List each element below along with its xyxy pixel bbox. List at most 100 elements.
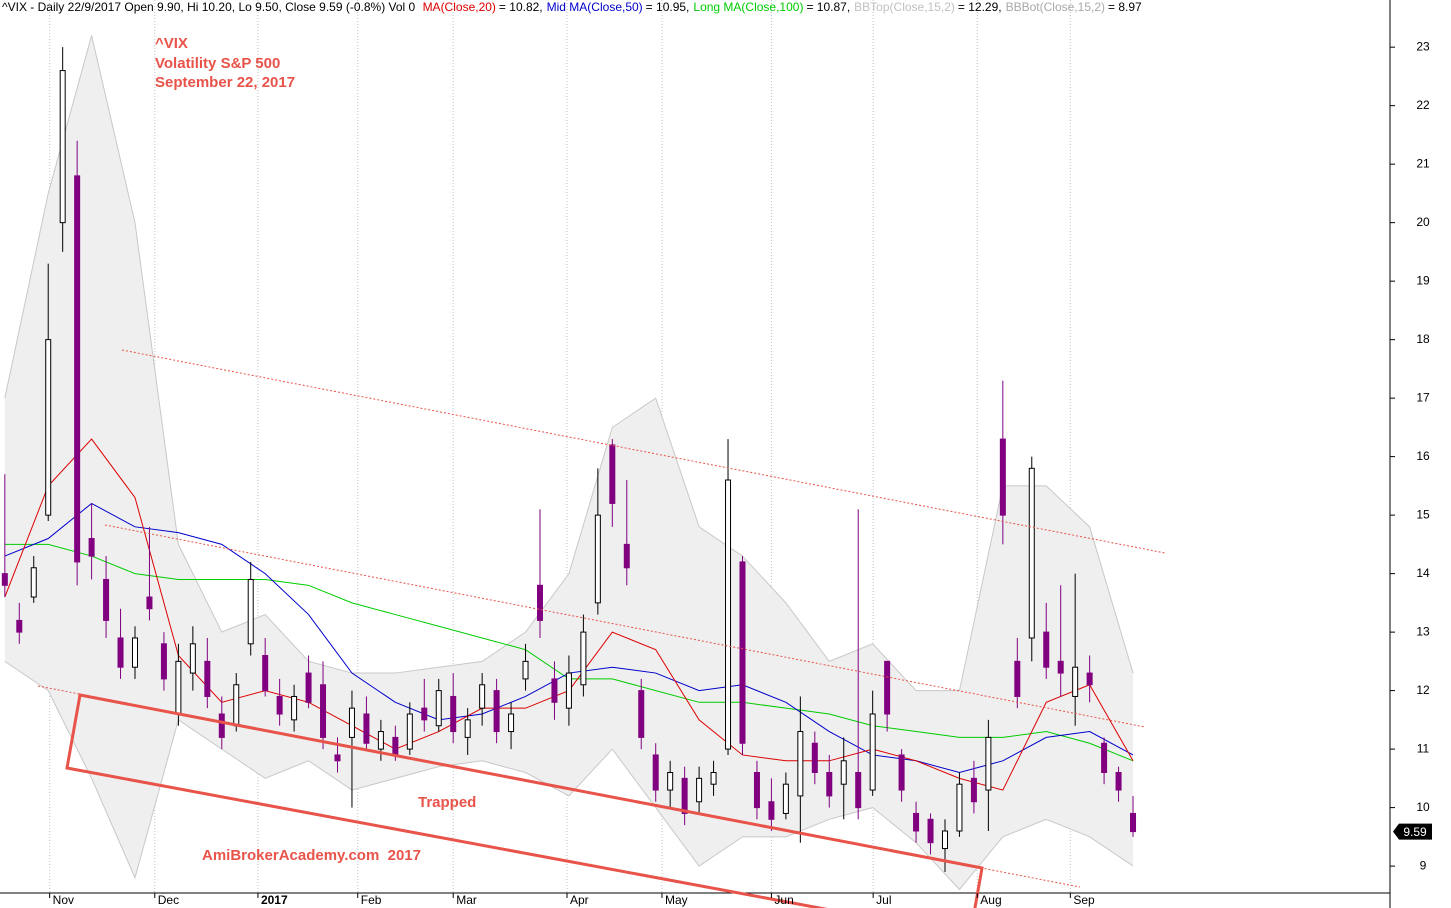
plot-layer — [1, 47, 1137, 872]
candle-body — [580, 631, 587, 686]
band-fill — [655, 398, 700, 867]
candle-body — [1014, 660, 1021, 697]
candle-body — [479, 684, 486, 709]
candle-body — [30, 567, 37, 598]
band-fill — [829, 643, 873, 820]
band-fill — [872, 643, 917, 843]
candle-body — [305, 672, 312, 703]
candle-body — [652, 754, 659, 791]
y-tick-label: 19 — [1416, 273, 1430, 287]
candle-body — [884, 660, 891, 715]
candle-body — [131, 637, 138, 668]
candle-body — [233, 684, 240, 727]
candle-body — [320, 684, 327, 738]
legend-entry: Long MA(Close,100) — [693, 0, 804, 14]
candle-body — [840, 760, 847, 785]
band-fill — [438, 661, 483, 767]
candle-body — [536, 584, 543, 621]
y-tick-label: 23 — [1416, 39, 1430, 53]
candle-body — [435, 690, 442, 727]
candle-body — [1043, 631, 1050, 668]
watermark: AmiBrokerAcademy.com 2017 — [202, 847, 421, 864]
x-tick-label: Feb — [361, 893, 382, 907]
legend-value: = 12.29, — [957, 0, 1002, 14]
candle-body — [493, 690, 500, 733]
candle-body — [551, 678, 558, 703]
legend-entry: MA(Close,20) — [422, 0, 496, 14]
header: ^VIX - Daily 22/9/2017 Open 9.90, Hi 10.… — [2, 0, 1146, 15]
band-fill — [959, 485, 1003, 890]
candle-body — [45, 339, 52, 516]
trapped-box — [65, 693, 984, 908]
candle-body — [1115, 772, 1122, 791]
band-fill — [178, 544, 222, 750]
candle-body — [450, 695, 457, 733]
candle-body — [1101, 742, 1108, 774]
candle-body — [175, 660, 182, 715]
candle-body — [565, 672, 572, 709]
candle-body — [941, 830, 948, 850]
band-fill — [134, 222, 179, 878]
legend-value: = 10.95, — [645, 0, 690, 14]
candle-body — [204, 660, 211, 697]
candle-body — [927, 818, 934, 844]
candle-body — [377, 731, 384, 750]
x-tick-label: 2017 — [261, 893, 288, 907]
background-layer — [4, 0, 1134, 893]
legend-entry: BBTop(Close,15,2) — [854, 0, 955, 14]
y-tick-label: 16 — [1416, 449, 1430, 463]
candle-body — [406, 713, 413, 750]
candle-body — [725, 479, 732, 750]
candle-body — [739, 561, 746, 744]
band-fill — [612, 398, 656, 808]
candle-body — [334, 754, 341, 762]
title-line: Volatility S&P 500 — [155, 55, 280, 72]
y-tick-label: 15 — [1416, 507, 1430, 521]
band-fill — [916, 690, 960, 890]
y-tick-label: 14 — [1416, 566, 1430, 580]
last-price-label: 9.59 — [1403, 825, 1427, 839]
x-tick-label: Dec — [158, 893, 179, 907]
candle-body — [160, 643, 167, 680]
title-line: ^VIX — [155, 35, 188, 52]
candle-body — [508, 713, 515, 733]
legend-value: = 10.87, — [806, 0, 851, 14]
header-prefix: ^VIX - Daily 22/9/2017 Open 9.90, Hi 10.… — [2, 0, 416, 14]
candle-body — [609, 444, 616, 504]
annotation: Trapped — [418, 794, 476, 811]
band-fill — [351, 673, 396, 791]
candle-body — [985, 736, 992, 791]
y-tick-label: 18 — [1416, 332, 1430, 346]
trend-line — [121, 349, 1166, 554]
candle-body — [1, 573, 8, 586]
candle-body — [348, 707, 355, 738]
candle-body — [392, 736, 399, 756]
candle-body — [970, 777, 977, 803]
indicator-line — [4, 35, 1134, 692]
y-tick-label: 11 — [1417, 741, 1430, 755]
x-tick-label: Mar — [456, 893, 477, 907]
candle-body — [956, 783, 963, 832]
candle-body — [869, 713, 876, 791]
candle-body — [696, 777, 703, 803]
band-fill — [395, 667, 439, 779]
candle-body — [1028, 467, 1035, 639]
band-fill — [1046, 485, 1090, 837]
legend-entry: Mid MA(Close,50) — [546, 0, 643, 14]
band-fill — [785, 602, 830, 837]
candle-body — [189, 643, 196, 674]
candle-body — [782, 783, 789, 814]
x-tick-label: Jul — [876, 893, 891, 907]
candle-body — [421, 707, 428, 721]
candle-body — [999, 438, 1006, 516]
legend-value: = 10.82, — [498, 0, 543, 14]
candle-body — [16, 619, 23, 633]
x-tick-label: Nov — [53, 893, 74, 907]
title-line: September 22, 2017 — [155, 74, 295, 91]
legend-value: = 8.97 — [1108, 0, 1142, 14]
band-fill — [482, 632, 526, 773]
candle-body — [898, 754, 905, 791]
y-tick-label: 9 — [1420, 858, 1427, 872]
candle-body — [1057, 660, 1064, 674]
